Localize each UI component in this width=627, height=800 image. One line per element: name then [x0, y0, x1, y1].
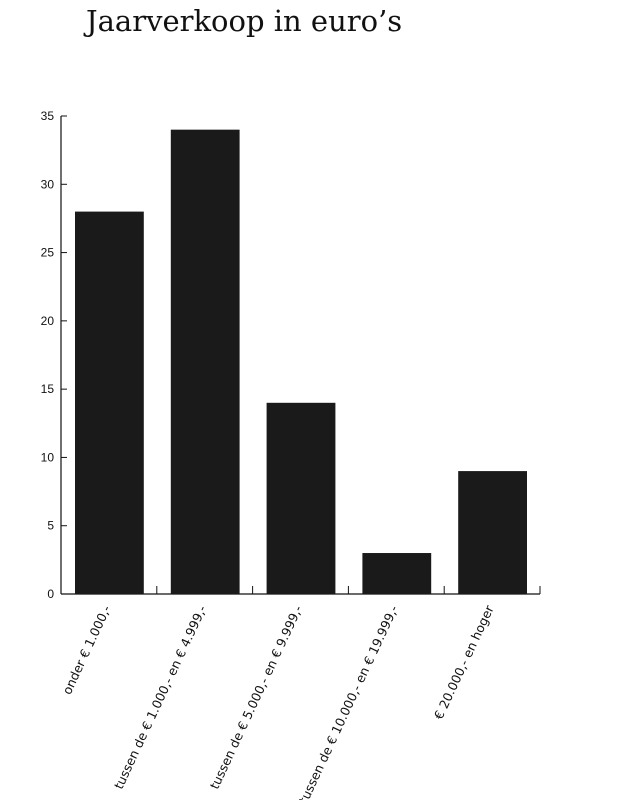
y-tick-label: 0: [47, 587, 54, 601]
x-tick-label: € 20.000,- en hoger: [431, 602, 497, 722]
bar: [458, 471, 527, 594]
x-tick-label: onder € 1.000,-: [59, 603, 113, 697]
y-tick-label: 15: [41, 382, 55, 396]
y-tick-label: 25: [41, 246, 55, 260]
y-tick-label: 20: [41, 314, 55, 328]
bar: [362, 553, 432, 594]
bar: [170, 129, 240, 594]
bar: [75, 211, 144, 594]
x-tick-label: tussen de € 1.000,- en € 4.999,-: [111, 603, 210, 791]
x-tick-label: tussen de € 5.000,- en € 9.999,-: [207, 603, 306, 791]
y-tick-label: 30: [41, 177, 55, 191]
y-tick-label: 35: [41, 109, 55, 123]
chart-title: Jaarverkoop in euro’s: [86, 4, 403, 38]
x-tick-label: tussen de € 10.000,- en € 19.999,-: [296, 603, 401, 800]
y-tick-label: 10: [41, 450, 55, 464]
y-tick-label: 5: [47, 519, 54, 533]
bar: [266, 402, 336, 594]
